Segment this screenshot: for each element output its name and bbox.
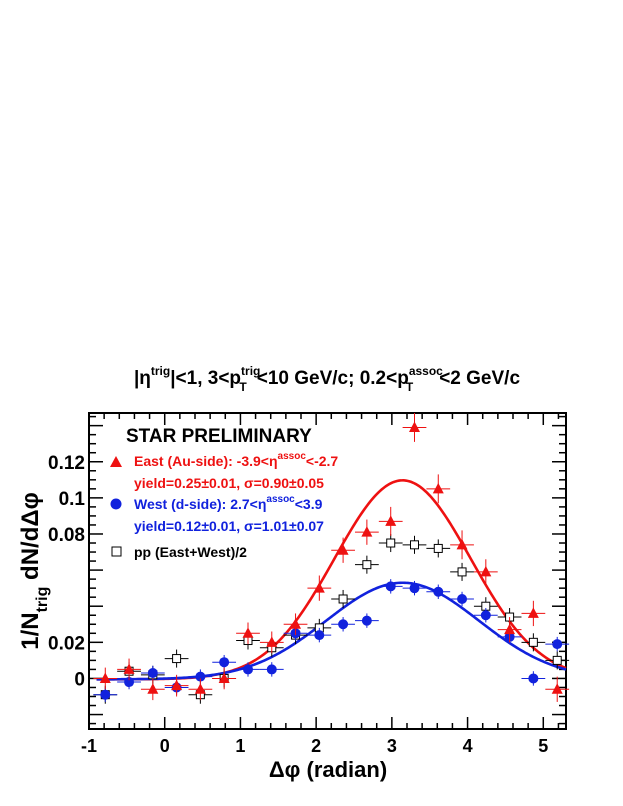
pp-point xyxy=(338,594,348,604)
x-tick-label: 4 xyxy=(463,736,473,756)
east-point xyxy=(123,663,135,674)
west-point xyxy=(361,615,372,626)
west-point xyxy=(385,581,396,592)
west-point xyxy=(528,673,539,684)
chart-title: |ηtrig|<1, 3<ptrig T <10 GeV/c; 0.2<passoc… xyxy=(134,364,520,394)
west-point xyxy=(219,657,230,668)
y-tick-label: 0.08 xyxy=(48,525,85,546)
pp-point xyxy=(172,654,182,664)
legend-east-yield: yield=0.25±0.01, σ=0.90±0.05 xyxy=(134,475,324,491)
legend-east-marker xyxy=(110,456,122,467)
y-tick-label: 0.1 xyxy=(59,489,86,510)
west-point xyxy=(266,664,277,675)
west-point xyxy=(195,671,206,682)
legend: East (Au-side): -3.9<ηassoc<-2.7 yield=0… xyxy=(110,451,338,560)
axes: -1 0 1 2 3 4 5 0 0.02 0.08 0.1 0.12 xyxy=(48,413,566,756)
x-tick-label: 1 xyxy=(235,736,245,756)
x-tick-label: 5 xyxy=(538,736,548,756)
pp-point xyxy=(552,655,562,665)
pp-point xyxy=(409,540,419,550)
east-point xyxy=(432,482,444,494)
west-point xyxy=(243,664,253,675)
fit-curves xyxy=(96,479,567,681)
x-tick-label: 3 xyxy=(387,736,397,756)
west-point xyxy=(457,593,468,604)
legend-east-label: East (Au-side): -3.9<ηassoc<-2.7 xyxy=(134,451,338,469)
legend-west-yield: yield=0.12±0.01, σ=1.01±0.07 xyxy=(134,518,324,534)
plot-frame xyxy=(88,412,567,730)
y-tick-label: 0.12 xyxy=(48,453,85,474)
legend-west-label: West (d-side): 2.7<ηassoc<3.9 xyxy=(134,494,323,512)
west-point xyxy=(124,677,135,688)
east-point xyxy=(551,683,563,694)
x-tick-label: 2 xyxy=(311,736,321,756)
east-point xyxy=(385,515,397,526)
east-point xyxy=(408,421,420,432)
east-point xyxy=(147,683,159,694)
east-point xyxy=(171,679,183,691)
east-point xyxy=(266,636,278,647)
east-point xyxy=(504,623,516,635)
y-tick-label: 0 xyxy=(74,669,85,690)
x-axis-label: Δφ (radian) xyxy=(269,757,387,782)
pp-point xyxy=(362,560,372,570)
legend-pp-label: pp (East+West)/2 xyxy=(134,544,247,560)
west-point xyxy=(338,619,349,630)
east-point xyxy=(480,565,492,577)
pp-point xyxy=(433,543,443,553)
legend-pp-marker xyxy=(111,546,122,557)
east-point xyxy=(456,538,468,550)
pp-point xyxy=(457,567,467,577)
east-point xyxy=(99,672,111,683)
east-point xyxy=(242,627,254,638)
west-point xyxy=(409,583,420,594)
west-point xyxy=(433,586,444,597)
east-point xyxy=(361,526,373,537)
west-fit-curve xyxy=(96,581,567,681)
west-point xyxy=(314,630,325,641)
y-axis-label: 1/Ntrig dN/dΔφ xyxy=(17,492,51,650)
x-tick-label: 0 xyxy=(160,736,170,756)
star-preliminary-label: STAR PRELIMINARY xyxy=(126,426,312,447)
pp-point xyxy=(528,637,538,647)
y-tick-label: 0.02 xyxy=(48,633,85,654)
east-point xyxy=(337,544,349,555)
east-point xyxy=(527,607,539,618)
legend-west-marker xyxy=(110,498,122,510)
x-tick-label: -1 xyxy=(81,736,97,756)
east-point xyxy=(313,582,325,593)
data-points xyxy=(93,413,570,704)
west-point xyxy=(552,639,563,650)
pp-point xyxy=(386,538,396,548)
east-point xyxy=(194,683,206,694)
west-point xyxy=(147,668,158,679)
west-point xyxy=(480,610,491,621)
east-point xyxy=(290,618,302,629)
east-point xyxy=(218,672,230,683)
west-point xyxy=(100,689,111,700)
